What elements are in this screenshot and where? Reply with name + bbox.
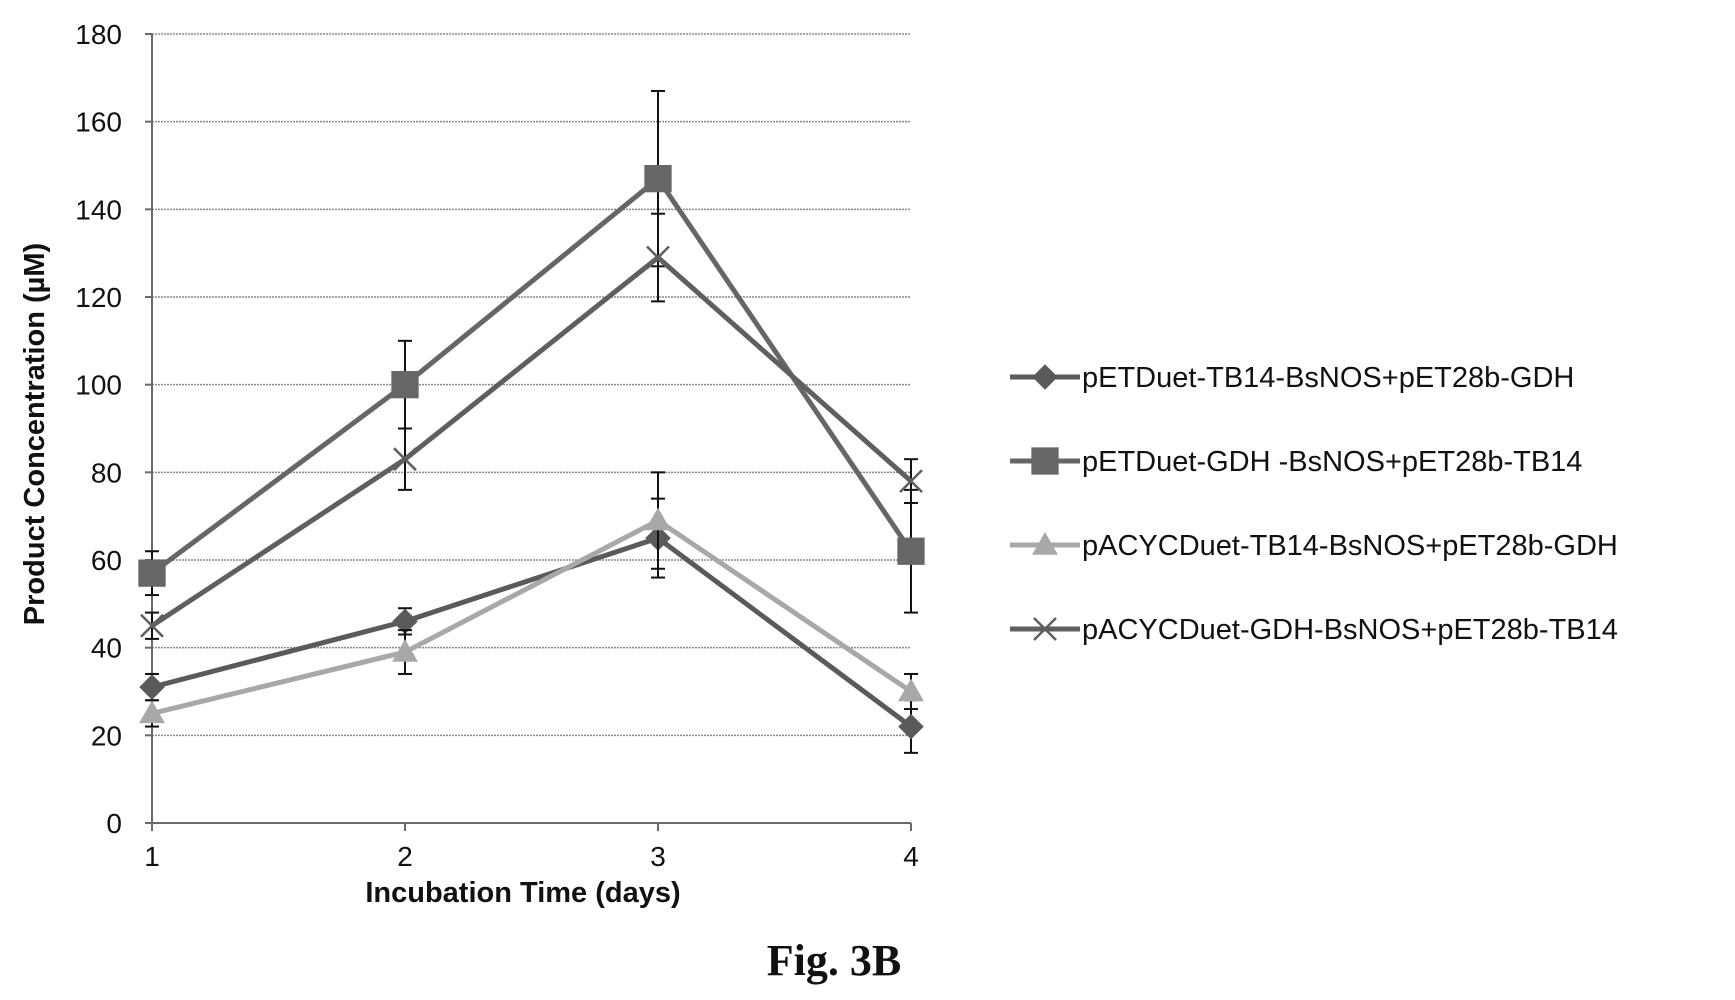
data-point (645, 507, 671, 531)
data-point (393, 447, 417, 472)
y-tick-label: 180 (75, 19, 122, 50)
series-line (150, 255, 913, 628)
x-axis-title: Incubation Time (days) (365, 877, 680, 909)
data-point (392, 608, 418, 635)
legend-label: pACYCDuet-TB14-BsNOS+pET28b-GDH (1082, 530, 1618, 562)
gridlines (152, 33, 911, 737)
y-tick-label: 120 (75, 282, 122, 313)
axes (145, 33, 912, 831)
series-line (151, 535, 913, 729)
y-tick-label: 20 (91, 720, 122, 751)
x-tick-label: 1 (144, 841, 160, 872)
y-tick-label: 60 (91, 545, 122, 576)
y-tick-label: 0 (106, 808, 122, 839)
series-line (151, 518, 913, 716)
legend-label: pACYCDuet-GDH-BsNOS+pET28b-TB14 (1082, 614, 1618, 646)
data-point (897, 537, 925, 565)
legend-label: pETDuet-GDH -BsNOS+pET28b-TB14 (1082, 446, 1582, 478)
data-point (898, 713, 924, 740)
data-point (139, 674, 165, 700)
data-point (646, 245, 670, 270)
series-2 (138, 89, 925, 614)
series-line (150, 176, 914, 576)
legend-entry: pACYCDuet-GDH-BsNOS+pET28b-TB14 (1010, 614, 1618, 646)
series (138, 89, 925, 754)
tick-labels: 0 20 40 60 80 100 120 140 160 180 1 2 3 4 (75, 19, 919, 872)
legend-marker (1032, 532, 1058, 555)
legend-label: pETDuet-TB14-BsNOS+pET28b-GDH (1082, 362, 1574, 394)
data-point (391, 371, 419, 399)
data-point (392, 639, 418, 662)
legend: pETDuet-TB14-BsNOS+pET28b-GDH pETDuet-GDH… (1010, 362, 1618, 646)
series-1 (139, 497, 924, 754)
figure-caption: Fig. 3B (767, 936, 901, 985)
x-tick-label: 4 (903, 841, 919, 872)
legend-entry: pETDuet-GDH -BsNOS+pET28b-TB14 (1010, 446, 1582, 478)
data-point (139, 700, 165, 724)
legend-entry: pETDuet-TB14-BsNOS+pET28b-GDH (1010, 362, 1574, 394)
y-tick-label: 80 (91, 457, 122, 488)
legend-marker (1031, 447, 1059, 475)
y-axis-title: Product Concentration (µM) (19, 243, 51, 625)
y-tick-label: 40 (91, 633, 122, 664)
x-tick-label: 2 (397, 841, 413, 872)
y-tick-label: 140 (75, 194, 122, 225)
data-point (898, 678, 924, 702)
legend-marker (1033, 617, 1057, 641)
legend-entry: pACYCDuet-TB14-BsNOS+pET28b-GDH (1010, 530, 1618, 562)
data-point (899, 469, 923, 493)
series-3 (139, 471, 924, 728)
data-point (644, 165, 672, 193)
series-4 (140, 212, 923, 640)
data-point (138, 559, 166, 587)
y-tick-label: 160 (75, 107, 122, 138)
y-tick-label: 100 (75, 370, 122, 401)
data-point (140, 613, 164, 638)
legend-marker (1032, 364, 1058, 390)
x-tick-label: 3 (650, 841, 666, 872)
